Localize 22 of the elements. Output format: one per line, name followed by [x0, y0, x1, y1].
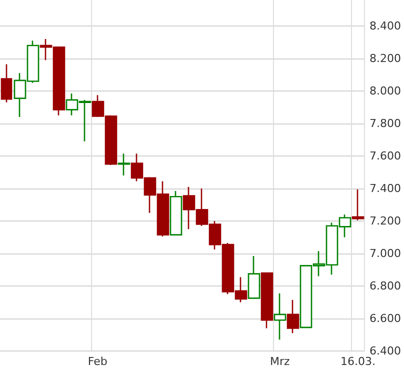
y-tick-label: 7.400 [370, 182, 402, 195]
candlestick [274, 292, 286, 340]
x-tick-label: Feb [88, 355, 108, 368]
y-tick-label: 8.200 [370, 52, 402, 65]
candlestick [0, 64, 12, 104]
y-tick-label: 7.600 [370, 150, 402, 162]
candlestick [260, 272, 274, 329]
y-tick-label: 6.600 [370, 312, 402, 325]
candlestick [286, 299, 300, 334]
candlestick [352, 188, 364, 221]
y-tick-label: 7.800 [370, 117, 402, 130]
candlestick [170, 190, 182, 236]
y-tick-label: 6.800 [370, 280, 402, 292]
y-tick-label: 7.200 [370, 214, 402, 228]
x-tick-label: 16.03. [340, 355, 376, 368]
y-tick-label: 6.400 [370, 344, 402, 358]
y-tick-label: 8.400 [370, 20, 402, 32]
candlestick [248, 255, 260, 299]
y-tick-label: 8.000 [370, 84, 402, 98]
y-tick-label: 7.000 [370, 247, 402, 260]
x-tick-label: Mrz [270, 355, 290, 368]
candlestick [118, 152, 130, 176]
